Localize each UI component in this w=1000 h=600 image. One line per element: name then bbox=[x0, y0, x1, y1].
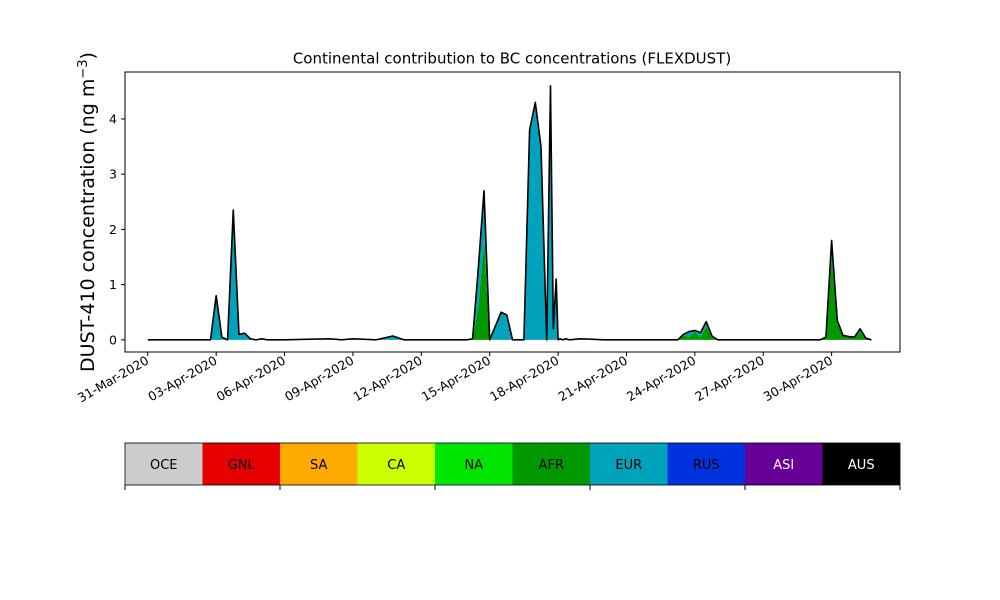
x-axis: 31-Mar-202003-Apr-202006-Apr-202009-Apr-… bbox=[75, 352, 835, 405]
y-tick-label: 0 bbox=[109, 332, 117, 347]
x-tick-label: 21-Apr-2020 bbox=[556, 353, 630, 405]
legend-label-oce: OCE bbox=[150, 458, 178, 473]
x-tick-label: 12-Apr-2020 bbox=[350, 353, 424, 405]
x-tick-label: 09-Apr-2020 bbox=[282, 353, 356, 405]
plot-area bbox=[147, 85, 872, 341]
legend-label-asi: ASI bbox=[773, 458, 794, 473]
legend-colorbar: OCE GNL SA CA NA AFR EUR RUS ASI AUS bbox=[124, 442, 901, 490]
legend-swatch-na bbox=[435, 443, 513, 485]
legend-frame bbox=[124, 442, 901, 486]
legend-swatch-afr bbox=[512, 443, 590, 485]
legend-swatch-asi bbox=[745, 443, 823, 485]
y-axis-label-superscript: −3 bbox=[76, 59, 91, 78]
chart-title: Continental contribution to BC concentra… bbox=[293, 50, 731, 68]
y-tick-label: 4 bbox=[109, 111, 117, 126]
area-ca bbox=[147, 85, 872, 340]
legend-label-na: NA bbox=[464, 458, 483, 473]
total-line bbox=[147, 85, 872, 341]
legend-swatch-ca bbox=[357, 443, 435, 485]
y-tick-label: 1 bbox=[109, 277, 117, 292]
legend-swatch-rus bbox=[667, 443, 745, 485]
y-axis-label: DUST-410 concentration (ng m−3) bbox=[76, 52, 99, 372]
x-tick-label: 15-Apr-2020 bbox=[419, 353, 493, 405]
x-tick-label: 27-Apr-2020 bbox=[692, 353, 766, 405]
legend-label-ca: CA bbox=[387, 458, 405, 473]
legend-swatch-sa bbox=[280, 443, 358, 485]
area-eur bbox=[147, 85, 872, 340]
y-axis-label-text: DUST-410 concentration (ng m bbox=[77, 79, 99, 372]
x-tick-label: 06-Apr-2020 bbox=[214, 353, 288, 405]
legend-label-aus: AUS bbox=[848, 458, 875, 473]
plot-frame bbox=[124, 71, 901, 353]
x-tick-label: 03-Apr-2020 bbox=[145, 353, 219, 405]
legend-label-afr: AFR bbox=[539, 458, 564, 473]
legend-swatch-gnl bbox=[202, 443, 280, 485]
legend-swatch-aus bbox=[822, 443, 900, 485]
y-axis-label-close: ) bbox=[77, 52, 99, 59]
y-tick-label: 3 bbox=[109, 167, 117, 182]
legend-label-sa: SA bbox=[310, 458, 327, 473]
legend-label-eur: EUR bbox=[615, 458, 642, 473]
legend-label-gnl: GNL bbox=[228, 458, 256, 473]
x-tick-label: 24-Apr-2020 bbox=[624, 353, 698, 405]
y-tick-label: 2 bbox=[109, 222, 117, 237]
x-tick-label: 18-Apr-2020 bbox=[487, 353, 561, 405]
y-axis: 0 1 2 3 4 bbox=[109, 111, 125, 347]
legend-swatch-oce bbox=[125, 443, 203, 485]
legend-label-rus: RUS bbox=[693, 458, 720, 473]
x-tick-label: 30-Apr-2020 bbox=[761, 353, 835, 405]
legend-swatch-eur bbox=[590, 443, 668, 485]
